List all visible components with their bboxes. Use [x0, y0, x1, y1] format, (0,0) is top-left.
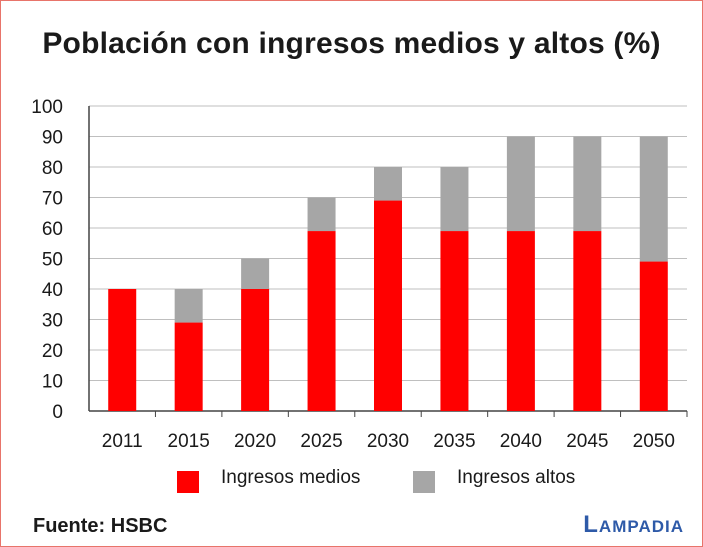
y-tick-label: 30	[42, 311, 63, 332]
x-tick-label: 2035	[433, 431, 475, 452]
legend-label-altos: Ingresos altos	[457, 467, 576, 488]
y-tick-label: 40	[42, 280, 63, 301]
legend: Ingresos medios Ingresos altos	[1, 463, 702, 497]
bar-ingresos-medios	[374, 200, 402, 411]
bar-ingresos-medios	[174, 322, 203, 411]
chart-title: Población con ingresos medios y altos (%…	[42, 27, 661, 60]
y-tick-label: 60	[42, 219, 63, 240]
y-tick-label: 90	[42, 128, 63, 149]
bar-ingresos-altos	[374, 167, 402, 201]
bar-ingresos-medios	[307, 231, 336, 411]
legend-item-medios: Ingresos medios	[177, 463, 360, 493]
bar-ingresos-altos	[307, 197, 336, 232]
legend-swatch-altos	[413, 471, 435, 493]
bar-ingresos-altos	[639, 136, 668, 262]
x-tick-label: 2045	[566, 431, 608, 452]
bar-ingresos-altos	[440, 167, 469, 232]
y-tick-label: 10	[42, 372, 63, 393]
bar-ingresos-medios	[241, 289, 270, 411]
x-tick-label: 2040	[500, 431, 542, 452]
x-tick-label: 2011	[102, 431, 143, 452]
y-tick-label: 0	[52, 402, 63, 423]
bar-ingresos-medios	[639, 261, 668, 411]
x-tick-label: 2025	[300, 431, 342, 452]
x-tick-label: 2015	[168, 431, 210, 452]
bar-ingresos-medios	[440, 231, 469, 411]
y-tick-label: 80	[42, 158, 63, 179]
source-note: Fuente: HSBC	[33, 515, 168, 537]
legend-swatch-medios	[177, 471, 199, 493]
bar-ingresos-altos	[241, 258, 270, 289]
x-tick-label: 2030	[367, 431, 409, 452]
y-tick-label: 70	[42, 189, 63, 210]
legend-label-medios: Ingresos medios	[221, 467, 361, 488]
bar-ingresos-altos	[174, 289, 203, 323]
brand-logo: Lampadia	[583, 511, 684, 538]
y-tick-label: 50	[42, 250, 63, 271]
x-tick-label: 2020	[234, 431, 276, 452]
bar-ingresos-altos	[573, 136, 602, 232]
y-tick-label: 100	[31, 97, 63, 118]
y-tick-label: 20	[42, 341, 63, 362]
bar-ingresos-medios	[108, 289, 137, 411]
bar-ingresos-medios	[506, 231, 535, 411]
legend-item-altos: Ingresos altos	[413, 463, 575, 493]
bar-ingresos-medios	[573, 231, 602, 411]
bar-ingresos-altos	[506, 136, 535, 232]
x-tick-label: 2050	[633, 431, 675, 452]
